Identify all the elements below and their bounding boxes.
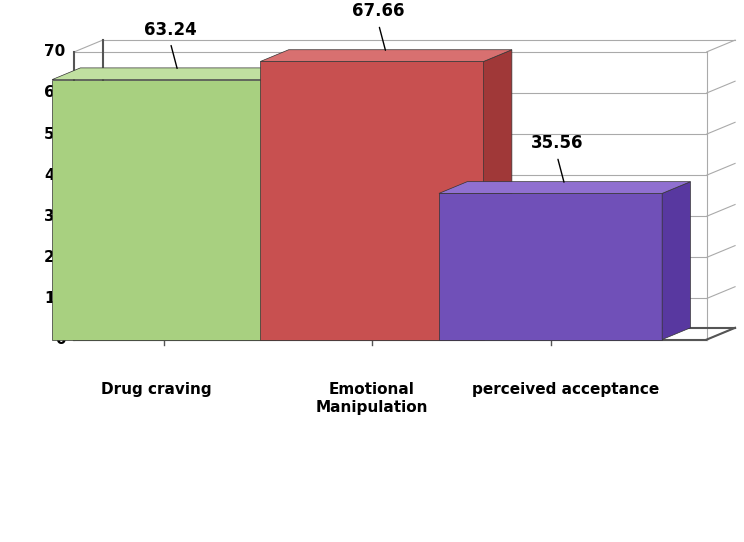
Text: 40: 40 (44, 167, 65, 183)
Text: Drug craving: Drug craving (101, 382, 211, 397)
Text: 35.56: 35.56 (531, 134, 583, 152)
Text: 10: 10 (45, 291, 65, 306)
Polygon shape (484, 50, 512, 339)
Text: perceived acceptance: perceived acceptance (472, 382, 659, 397)
Polygon shape (52, 68, 304, 80)
Polygon shape (439, 182, 690, 193)
Text: 50: 50 (44, 126, 65, 141)
Text: 0: 0 (55, 332, 65, 347)
Polygon shape (662, 182, 690, 339)
Polygon shape (260, 61, 484, 339)
Text: 70: 70 (44, 44, 65, 59)
Text: 60: 60 (44, 86, 65, 100)
Text: Emotional
Manipulation: Emotional Manipulation (315, 382, 429, 415)
Polygon shape (439, 193, 662, 339)
Text: 20: 20 (44, 250, 65, 265)
Polygon shape (52, 80, 275, 339)
Text: 63.24: 63.24 (144, 21, 196, 38)
Text: 30: 30 (44, 209, 65, 224)
Polygon shape (260, 50, 512, 61)
Text: 67.66: 67.66 (353, 2, 405, 21)
Polygon shape (275, 68, 304, 339)
